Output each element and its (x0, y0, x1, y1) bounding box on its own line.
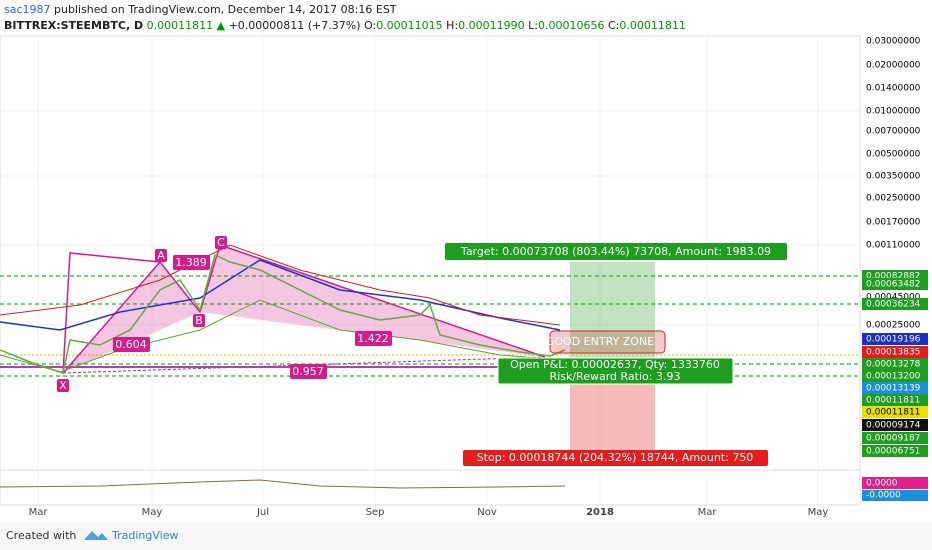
point-label: C (217, 236, 225, 249)
price-path (0, 253, 566, 374)
axis-label: 0.00006751 (866, 447, 920, 457)
publish-info: published on TradingView.com, December 1… (54, 3, 397, 16)
axis-label: 0.00013835 (866, 348, 920, 358)
ohlc-label: O: (364, 19, 376, 32)
axis-label: 0.00063482 (866, 280, 920, 290)
time-label: May (808, 507, 829, 518)
chart-pane (0, 35, 861, 506)
axis-label: 0.00009174 (866, 421, 921, 431)
open-pnl-label: Open P&L: 0.00002637, Qty: 1333760 (510, 358, 720, 371)
ohlc-value: 0.00011811 (619, 19, 685, 32)
price-axis: 0.03000000 0.02000000 0.01400000 0.01000… (862, 37, 928, 501)
upper-band (0, 244, 561, 326)
symbol-line: BITTREX:STEEMBTC, D 0.00011811 ▲ +0.0000… (4, 19, 686, 32)
symbol: BITTREX:STEEMBTC, D (4, 19, 143, 32)
ohlc-label: H: (446, 19, 458, 32)
indicator-line (0, 479, 566, 489)
footer-text: Created with (6, 529, 76, 542)
axis-label: 0.00082882 (866, 272, 920, 282)
time-label: Sep (366, 507, 385, 518)
stop-label: Stop: 0.00018744 (204.32%) 18744, Amount… (477, 451, 754, 464)
axis-label: 0.02000000 (866, 61, 921, 71)
footer (0, 522, 932, 550)
point-label: X (59, 379, 67, 392)
axis-label: 0.00045000 (866, 293, 921, 303)
moving-average (0, 259, 561, 331)
pattern-bcd (200, 245, 545, 357)
axis-label: 0.00009187 (866, 434, 920, 444)
footer-brand[interactable]: TradingView (111, 529, 178, 542)
axis-label: 0.00250000 (866, 194, 921, 204)
up-arrow: ▲ (217, 19, 226, 32)
axis-label: 0.00110000 (866, 241, 921, 251)
ohlc-value: 0.00011015 (376, 19, 442, 32)
axis-label: 0.00011811 (866, 408, 920, 418)
ohlc-label: C: (608, 19, 619, 32)
ratio-label: 0.957 (292, 365, 324, 378)
axis-label: 0.01000000 (866, 107, 921, 117)
lower-band (0, 299, 561, 373)
time-axis: Mar May Jul Sep Nov 2018 Mar May (29, 507, 829, 518)
tradingview-logo[interactable] (84, 531, 108, 540)
time-label: Mar (698, 507, 718, 518)
axis-label: 0.00025000 (866, 321, 921, 331)
author[interactable]: sac1987 (4, 3, 51, 16)
time-label: Jul (256, 507, 269, 518)
time-label: Nov (477, 507, 497, 518)
axis-label: 0.00013200 (866, 372, 921, 382)
ohlc-label: L: (528, 19, 538, 32)
risk-reward-label: Risk/Reward Ratio: 3.93 (550, 370, 681, 383)
point-label: A (157, 249, 165, 262)
ratio-label: 0.604 (115, 338, 147, 351)
axis-label: -0.0000 (866, 491, 901, 501)
axis-label: 0.00011811 (866, 396, 920, 406)
change: +0.00000811 (+7.37%) (229, 19, 361, 32)
entry-zone-label: GOOD ENTRY ZONE (546, 335, 654, 348)
point-label: B (195, 314, 203, 327)
target-label: Target: 0.00073708 (803.44%) 73708, Amou… (460, 245, 771, 258)
target-zone (570, 262, 655, 358)
axis-label: 0.00700000 (866, 127, 921, 137)
axis-label: 0.00036234 (866, 300, 921, 310)
time-label: May (142, 507, 163, 518)
last-price: 0.00011811 (147, 19, 213, 32)
ratio-label: 1.389 (175, 256, 207, 269)
axis-label: 0.03000000 (866, 37, 921, 47)
ratio-label: 1.422 (357, 332, 389, 345)
time-label: 2018 (586, 507, 614, 518)
pattern-leg (62, 252, 161, 374)
axis-label: 0.00013278 (866, 360, 921, 370)
ohlc-value: 0.00010656 (538, 19, 604, 32)
axis-label: 0.00019196 (866, 335, 921, 345)
axis-label: 0.00170000 (866, 218, 921, 228)
ohlc-value: 0.00011990 (458, 19, 524, 32)
pattern-outline (62, 244, 546, 374)
axis-label: 0.00013139 (866, 384, 921, 394)
time-label: Mar (29, 507, 49, 518)
axis-label: 0.0000 (866, 479, 898, 489)
annotations: A B C X 1.389 0.604 1.422 0.957 GOOD ENT… (57, 236, 787, 466)
axis-label: 0.00500000 (866, 150, 921, 160)
axis-label: 0.01400000 (866, 84, 921, 94)
publish-line: sac1987 published on TradingView.com, De… (4, 3, 397, 16)
axis-label: 0.00350000 (866, 172, 921, 182)
